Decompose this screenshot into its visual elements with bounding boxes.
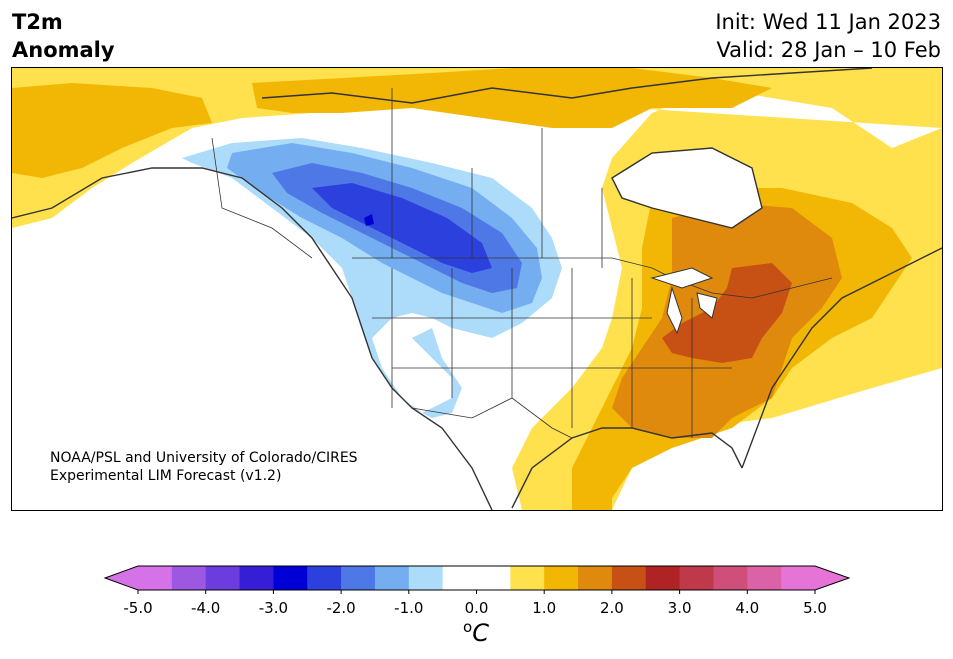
colorbar-bin (307, 566, 342, 590)
colorbar-bin (239, 566, 274, 590)
colorbar-bin (611, 566, 647, 590)
colorbar-tick-label: -1.0 (394, 599, 424, 617)
colorbar-unit-label: oC (463, 618, 489, 647)
great-lakes (650, 267, 718, 335)
hudson-bay-line (611, 147, 763, 229)
unit-prefix: o (463, 618, 473, 636)
canada-us-border (352, 257, 833, 299)
arctic-coast-line (261, 68, 873, 104)
anomaly-region-gold-alaska (12, 83, 212, 178)
colorbar-bin (645, 566, 681, 590)
colorbar-bin (713, 566, 748, 590)
lake-superior (650, 267, 714, 289)
colorbar-tick-label: 3.0 (667, 599, 692, 617)
colorbar-bin (781, 566, 816, 590)
title-line-1: T2m (12, 10, 63, 34)
colorbar-bin (205, 566, 241, 590)
colorbar-tick-label: -4.0 (191, 599, 221, 617)
alaska-border (211, 137, 313, 259)
forecast-dates: Init: Wed 11 Jan 2023 Valid: 28 Jan – 10… (715, 8, 941, 64)
colorbar-bin (747, 566, 782, 590)
anomaly-region-dark-blue (364, 214, 374, 226)
anomaly-region-dark-orange (662, 263, 792, 363)
colorbar-tick-label: -2.0 (326, 599, 356, 617)
colorbar-tick-label: -5.0 (123, 599, 153, 617)
colorbar-bin (544, 566, 579, 590)
west-coast-line (12, 167, 493, 510)
colorbar-bin (679, 566, 714, 590)
credit-line-2: Experimental LIM Forecast (v1.2) (50, 468, 282, 484)
credit-text: NOAA/PSL and University of Colorado/CIRE… (50, 449, 358, 485)
lake-michigan (666, 286, 683, 335)
east-coast-line (741, 247, 942, 469)
unit-letter: C (472, 619, 489, 647)
credit-line-1: NOAA/PSL and University of Colorado/CIRE… (50, 450, 358, 466)
colorbar-tick-label: 5.0 (803, 599, 827, 617)
colorbar-bin (273, 566, 308, 590)
colorbar-tick-label: -3.0 (258, 599, 289, 617)
colorbar-bins (105, 566, 849, 590)
anomaly-region-blue (312, 183, 492, 273)
colorbar-bin (815, 566, 849, 590)
colorbar-bin (578, 566, 613, 590)
coastlines (12, 68, 942, 510)
colorbar-tick-label: 0.0 (464, 599, 489, 617)
colorbar-tick-label: 1.0 (532, 599, 557, 617)
colorbar-bin (510, 566, 545, 590)
colorbar-bin (171, 566, 207, 590)
map-title: T2m Anomaly (12, 8, 115, 64)
colorbar-bin (408, 566, 444, 590)
anomaly-region-gold-arctic (252, 68, 772, 128)
valid-date: Valid: 28 Jan – 10 Feb (716, 38, 941, 62)
anomaly-map-svg (12, 68, 942, 510)
colorbar-ticks (137, 590, 816, 594)
colorbar-bin (138, 566, 173, 590)
colorbar-bin (442, 566, 511, 590)
title-line-2: Anomaly (12, 38, 115, 62)
lake-huron (696, 292, 718, 319)
colorbar-bin (105, 566, 138, 590)
colorbar-bin (341, 566, 376, 590)
colorbar-tick-label: 4.0 (735, 599, 760, 617)
colorbar-tick-label: 2.0 (599, 599, 624, 617)
anomaly-map: NOAA/PSL and University of Colorado/CIRE… (11, 67, 943, 511)
political-boundaries (211, 88, 833, 439)
colorbar-bin (374, 566, 410, 590)
init-date: Init: Wed 11 Jan 2023 (715, 10, 941, 34)
